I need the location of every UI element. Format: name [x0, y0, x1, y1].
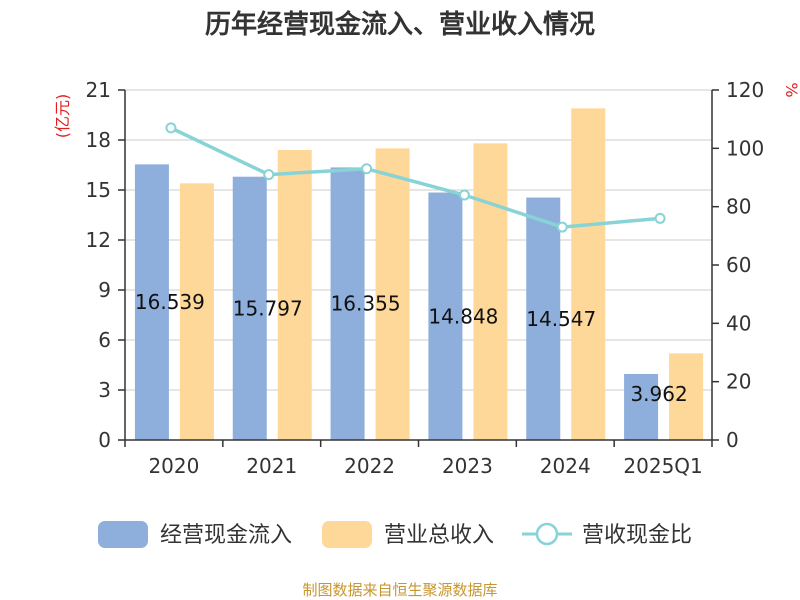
right-tick-label: 40	[726, 311, 751, 335]
bar-data-label: 16.539	[135, 290, 205, 314]
bar-revenue	[179, 183, 214, 441]
bar-cash-inflow	[428, 192, 463, 440]
left-tick-label: 15	[86, 178, 111, 202]
x-tick-label: 2025Q1	[623, 454, 702, 478]
ratio-point	[458, 189, 470, 201]
right-tick-label: 80	[726, 195, 751, 219]
legend-label-revenue: 营业总收入	[384, 523, 494, 548]
bar-revenue	[571, 108, 606, 440]
left-tick-label: 12	[86, 228, 111, 252]
bars	[134, 108, 704, 441]
legend-marker-ratio	[535, 522, 559, 546]
right-tick-label: 60	[726, 253, 751, 277]
bar-data-label: 14.547	[526, 307, 596, 331]
left-axis-unit: (亿元)	[53, 94, 72, 139]
legend-label-cash-inflow: 经营现金流入	[160, 523, 292, 548]
bar-cash-inflow	[134, 164, 169, 440]
bar-data-label: 16.355	[331, 292, 401, 316]
data-source: 制图数据来自恒生聚源数据库	[302, 581, 497, 599]
axes: 0 3 6 9 12 15 18 21 0 20 40 60 80 100 120 2020 2021 2022 2…	[86, 78, 765, 478]
legend: 经营现金流入 营业总收入 营收现金比	[98, 521, 692, 548]
legend-label-ratio: 营收现金比	[582, 523, 692, 548]
legend-swatch-cash-inflow	[98, 521, 148, 548]
x-tick-label: 2021	[246, 454, 297, 478]
ratio-point	[263, 169, 275, 181]
ratio-line-path	[170, 126, 661, 229]
bar-data-label: 15.797	[233, 296, 303, 320]
bar-revenue	[277, 150, 312, 440]
left-tick-label: 6	[98, 328, 111, 352]
x-tick-label: 2020	[148, 454, 199, 478]
chart-title: 历年经营现金流入、营业收入情况	[205, 9, 595, 40]
bar-data-label: 3.962	[630, 382, 687, 406]
data-labels: 16.539 15.797 16.355 14.848 14.547 3.962	[135, 290, 688, 406]
legend-swatch-revenue	[322, 521, 372, 548]
left-tick-label: 18	[86, 128, 111, 152]
bar-data-label: 14.848	[428, 304, 498, 328]
grid-lines	[125, 89, 712, 441]
right-tick-label: 20	[726, 370, 751, 394]
x-tick-label: 2022	[344, 454, 395, 478]
right-tick-label: 0	[726, 428, 739, 452]
right-tick-label: 100	[726, 136, 764, 160]
ratio-point	[556, 221, 568, 233]
right-axis-unit: %	[782, 82, 800, 97]
left-tick-label: 21	[86, 78, 111, 102]
x-tick-label: 2024	[540, 454, 591, 478]
left-tick-label: 3	[98, 378, 111, 402]
bar-cash-inflow	[624, 373, 659, 440]
ratio-point	[165, 122, 177, 134]
ratio-point	[654, 212, 666, 224]
left-tick-label: 9	[98, 278, 111, 302]
bar-cash-inflow	[330, 167, 365, 440]
bar-revenue	[669, 353, 704, 440]
left-tick-label: 0	[98, 428, 111, 452]
ratio-line	[165, 122, 666, 233]
bar-cash-inflow	[526, 197, 561, 440]
right-tick-label: 120	[726, 78, 764, 102]
bar-revenue	[375, 148, 410, 441]
ratio-point	[361, 163, 373, 175]
bar-revenue	[473, 143, 508, 441]
x-tick-label: 2023	[442, 454, 493, 478]
bar-cash-inflow	[232, 176, 267, 440]
